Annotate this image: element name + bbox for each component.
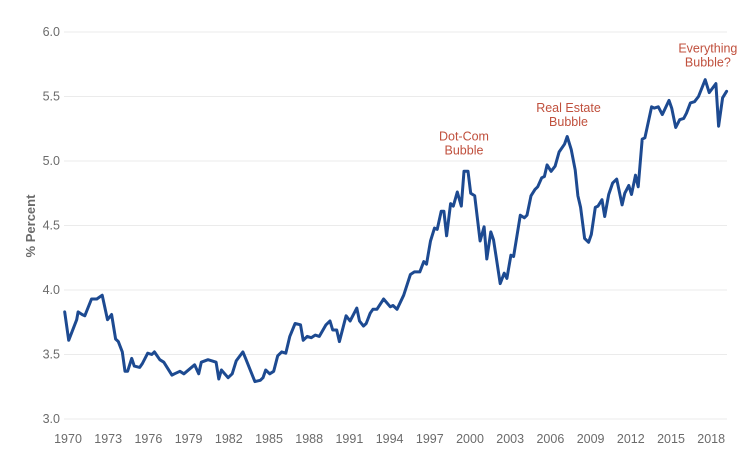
annotation-line: Dot-Com xyxy=(439,129,489,143)
y-axis-title: % Percent xyxy=(23,194,38,258)
x-tick-label: 2003 xyxy=(496,432,524,446)
y-tick-label: 4.5 xyxy=(43,219,60,233)
annotation-label: Dot-Com Bubble xyxy=(439,129,489,157)
x-tick-label: 2000 xyxy=(456,432,484,446)
y-tick-label: 4.0 xyxy=(43,283,60,297)
annotation-label: Everything Bubble? xyxy=(678,42,737,70)
annotation-line: Bubble xyxy=(445,143,484,157)
y-tick-label: 3.0 xyxy=(43,412,60,426)
x-tick-label: 2018 xyxy=(697,432,725,446)
x-tick-label: 2006 xyxy=(536,432,564,446)
y-tick-label: 5.5 xyxy=(43,90,60,104)
series-group xyxy=(63,78,729,384)
y-tick-label: 5.0 xyxy=(43,154,60,168)
y-tick-label: 6.0 xyxy=(43,25,60,39)
gridlines xyxy=(64,31,727,420)
x-tick-label: 2012 xyxy=(617,432,645,446)
annotation-label: Real Estate Bubble xyxy=(536,101,601,129)
y-tick-label: 3.5 xyxy=(43,348,60,362)
annotation-line: Real Estate xyxy=(536,101,601,115)
x-tick-label: 1979 xyxy=(175,432,203,446)
y-axis-ticks: 3.0 3.5 4.0 4.5 5.0 5.5 6.0 xyxy=(43,25,60,426)
series-line xyxy=(63,78,729,384)
x-tick-label: 1976 xyxy=(134,432,162,446)
annotation-line: Bubble? xyxy=(685,56,731,70)
annotation-line: Bubble xyxy=(549,115,588,129)
x-tick-label: 1988 xyxy=(295,432,323,446)
x-tick-label: 1970 xyxy=(54,432,82,446)
x-tick-label: 2009 xyxy=(577,432,605,446)
annotation-line: Everything xyxy=(678,42,737,56)
x-tick-label: 1985 xyxy=(255,432,283,446)
x-tick-label: 1991 xyxy=(335,432,363,446)
x-tick-label: 1994 xyxy=(376,432,404,446)
x-tick-label: 1973 xyxy=(94,432,122,446)
x-tick-label: 1982 xyxy=(215,432,243,446)
x-tick-label: 1997 xyxy=(416,432,444,446)
x-axis-ticks: 1970 1973 1976 1979 1982 1985 1988 1991 1994 1997… xyxy=(54,432,725,446)
x-tick-label: 2015 xyxy=(657,432,685,446)
